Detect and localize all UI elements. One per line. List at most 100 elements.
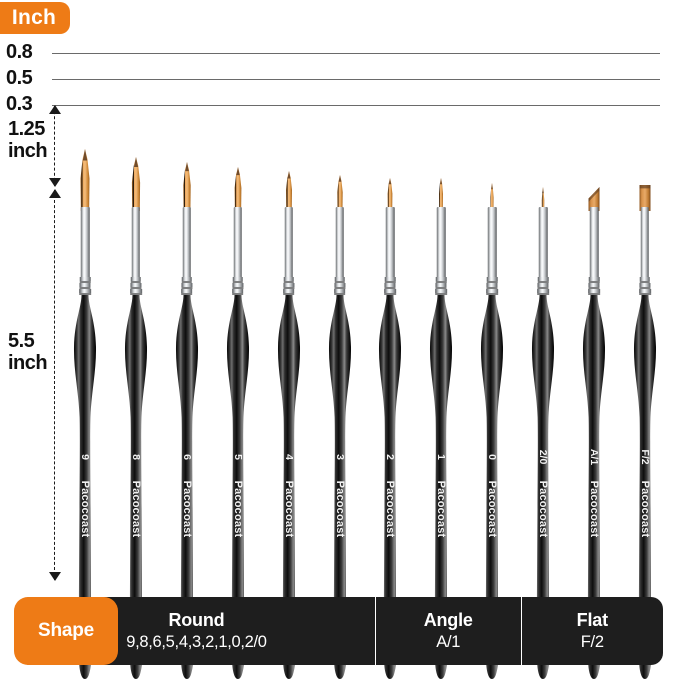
brush-crimp-ring (181, 283, 193, 287)
brush-8[interactable]: 8 Pacocoast (114, 99, 158, 679)
brush-size-label-9: 9 (79, 454, 91, 460)
brush-bristles-9 (77, 149, 93, 215)
brush-size-label-A-1: A/1 (588, 448, 600, 466)
brush-handle (426, 295, 456, 679)
brush-handle (528, 295, 558, 679)
brush-crimp-shadow (486, 287, 498, 289)
brush-crimp-ring (283, 277, 294, 281)
brush-handle (172, 295, 202, 679)
brush-handle (223, 295, 253, 679)
shape-legend: Round 9,8,6,5,4,3,2,1,0,2/0 Angle A/1 Flat F/… (18, 597, 663, 665)
brush-brand-label: Pacocoast (486, 480, 499, 538)
brush-crimp-shadow (282, 293, 295, 295)
unit-badge: Inch (0, 2, 70, 34)
brush-4[interactable]: 4 Pacocoast (267, 99, 311, 679)
brush-9[interactable]: 9 Pacocoast (63, 99, 107, 679)
tick-label-0-8: 0.8 (6, 41, 33, 63)
brush-bristles-A-1 (586, 187, 602, 215)
brush-crimp-ring (232, 283, 244, 287)
brush-crimp-shadow (639, 293, 651, 295)
brush-crimp-ring (384, 283, 396, 287)
brush-5[interactable]: 5 Pacocoast (216, 99, 260, 679)
brush-crimp-ring (639, 289, 651, 293)
brush-brand-label: Pacocoast (384, 480, 397, 538)
brush-bristles-8 (128, 157, 144, 215)
brush-handle (579, 295, 609, 679)
brush-crimp-ring (79, 289, 91, 293)
measure-label-ferrule: 1.25 inch (8, 118, 48, 163)
brush-crimp-ring (79, 277, 91, 281)
brush-brand-label: Pacocoast (333, 480, 346, 538)
legend-cell-angle[interactable]: Angle A/1 (374, 597, 521, 665)
legend-cell-flat[interactable]: Flat F/2 (520, 597, 663, 665)
brush-ferrule (284, 207, 293, 279)
brush-crimp-shadow (79, 281, 91, 283)
brush-crimp-shadow (333, 293, 346, 295)
brush-crimp-shadow (435, 293, 448, 295)
brush-crimp-ring (537, 289, 549, 293)
brush-3[interactable]: 3 Pacocoast (318, 99, 362, 679)
brush-crimp-shadow (537, 293, 549, 295)
brush-ferrule (538, 207, 548, 279)
brush-A-1[interactable]: A/1 Pacocoast (572, 99, 616, 679)
brush-1[interactable]: 1 Pacocoast (419, 99, 463, 679)
brush-size-label-F-2: F/2 (638, 449, 651, 465)
brush-brand-label: Pacocoast (537, 480, 550, 538)
brush-crimp-shadow (486, 281, 498, 283)
legend-title-angle: Angle (423, 610, 473, 631)
brush-crimp-ring (639, 277, 651, 281)
brush-6[interactable]: 6 Pacocoast (165, 99, 209, 679)
brush-ferrule (131, 207, 141, 279)
brush-crimp-ring (486, 283, 498, 287)
legend-title-flat: Flat (576, 610, 608, 631)
brush-size-label-1: 1 (435, 454, 448, 460)
legend-cell-round[interactable]: Round 9,8,6,5,4,3,2,1,0,2/0 (18, 597, 375, 665)
brush-ferrule (640, 207, 650, 279)
shape-badge: Shape (14, 597, 118, 665)
brush-ferrule (80, 207, 90, 279)
brush-crimp-ring (130, 289, 142, 293)
brush-crimp-ring (588, 277, 600, 281)
brush-crimp-ring (130, 283, 142, 287)
dimension-arrow-1-25-inch (48, 105, 62, 187)
brush-brand-label: Pacocoast (180, 480, 193, 538)
measure-label-handle: 5.5 inch (8, 330, 48, 375)
brush-size-label-8: 8 (129, 454, 142, 460)
brush-brand-label: Pacocoast (638, 480, 651, 538)
brush-size-label-0: 0 (486, 454, 499, 460)
brush-crimp-shadow (283, 281, 294, 283)
dimension-arrow-5-5-inch (48, 189, 62, 581)
brush-ferrule (233, 207, 242, 279)
brush-crimp-ring (486, 289, 499, 293)
brush-handle (375, 295, 405, 679)
brush-crimp-ring (588, 283, 600, 287)
brush-crimp-ring (130, 277, 142, 281)
brush-brand-label: Pacocoast (79, 480, 91, 538)
brush-ferrule (182, 207, 192, 279)
brush-crimp-shadow (283, 287, 295, 289)
brush-crimp-shadow (79, 287, 91, 289)
brush-bristles-5 (230, 167, 246, 215)
brush-0[interactable]: 0 Pacocoast (470, 99, 514, 679)
brush-crimp-ring (435, 289, 448, 293)
brush-2[interactable]: 2 Pacocoast (368, 99, 412, 679)
brush-crimp-shadow (232, 287, 244, 289)
brush-crimp-ring (333, 289, 346, 293)
brush-crimp-shadow (232, 281, 243, 283)
brush-crimp-ring (334, 277, 345, 281)
brush-F-2[interactable]: F/2 Pacocoast (623, 99, 667, 679)
brush-crimp-ring (588, 289, 600, 293)
brush-crimp-shadow (180, 293, 193, 295)
brush-crimp-ring (486, 277, 498, 281)
brush-brand-label: Pacocoast (129, 480, 142, 538)
brush-ferrule (386, 207, 395, 279)
gridline-0-5 (52, 79, 660, 80)
brush-crimp-ring (180, 289, 193, 293)
brush-crimp-shadow (537, 281, 549, 283)
brush-brand-label: Pacocoast (435, 480, 448, 538)
brush-crimp-ring (282, 289, 295, 293)
legend-sizes-flat: F/2 (580, 632, 604, 651)
brush-crimp-shadow (385, 281, 396, 283)
brush-2-0[interactable]: 2/0 Pacocoast (521, 99, 565, 679)
legend-sizes-angle: A/1 (436, 632, 461, 651)
